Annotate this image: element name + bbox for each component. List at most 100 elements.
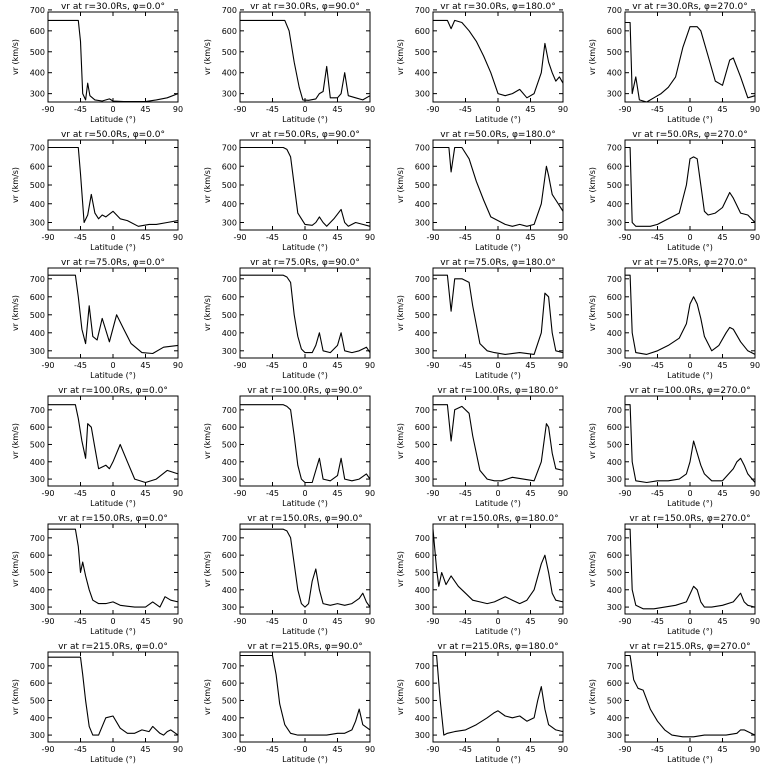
x-tick-label: 90: [365, 105, 375, 114]
y-tick-label: 300: [222, 90, 237, 99]
y-axis-label: vr (km/s): [588, 39, 597, 75]
y-tick-label: 700: [222, 144, 237, 153]
y-tick-label: 300: [607, 219, 622, 228]
x-tick-label: 45: [717, 617, 727, 626]
y-tick-label: 400: [415, 69, 430, 78]
y-tick-label: 500: [222, 48, 237, 57]
x-tick-label: -90: [618, 105, 631, 114]
subplot-15: vr at r=100.0Rs, φ=180.0° -90 -45 0 45 90 300 4…: [396, 386, 568, 508]
x-tick-label: 0: [302, 617, 307, 626]
subplot-22: vr at r=215.0Rs, φ=90.0° -90 -45 0 45 90 300 40…: [203, 642, 375, 764]
y-tick-label: 700: [30, 662, 45, 671]
y-axis-label: vr (km/s): [396, 295, 405, 331]
subplot-21: vr at r=215.0Rs, φ=0.0° -90 -45 0 45 90 300 400…: [11, 642, 183, 764]
x-tick-label: -90: [41, 489, 54, 498]
plot-frame: [624, 267, 756, 359]
y-tick-label: 300: [222, 475, 237, 484]
x-tick-label: 90: [750, 233, 760, 242]
y-tick-label: 300: [415, 731, 430, 740]
y-tick-label: 400: [607, 714, 622, 723]
y-tick-label: 400: [30, 458, 45, 467]
plot-frame: [239, 11, 371, 103]
y-tick-label: 300: [30, 219, 45, 228]
subplot-title: vr at r=100.0Rs, φ=270.0°: [629, 386, 750, 396]
subplot-title: vr at r=30.0Rs, φ=90.0°: [250, 2, 360, 12]
x-axis-label: Latitude (°): [667, 755, 713, 764]
subplot-title: vr at r=50.0Rs, φ=180.0°: [440, 130, 555, 140]
x-tick-label: -45: [266, 745, 279, 754]
y-axis-label: vr (km/s): [588, 167, 597, 203]
x-tick-label: 45: [717, 105, 727, 114]
y-tick-label: 700: [222, 534, 237, 543]
subplot-11: vr at r=75.0Rs, φ=180.0° -90 -45 0 45 90 300 40…: [396, 258, 568, 380]
y-axis-label: vr (km/s): [588, 295, 597, 331]
y-tick-label: 500: [222, 311, 237, 320]
subplot-18: vr at r=150.0Rs, φ=90.0° -90 -45 0 45 90 300 40…: [203, 514, 375, 636]
x-tick-label: 0: [687, 361, 692, 370]
x-tick-label: -90: [426, 745, 439, 754]
y-tick-label: 500: [607, 568, 622, 577]
x-tick-label: -45: [651, 361, 664, 370]
y-tick-label: 300: [607, 90, 622, 99]
y-tick-label: 600: [222, 679, 237, 688]
y-tick-label: 500: [415, 311, 430, 320]
x-tick-label: 90: [558, 233, 568, 242]
x-tick-label: 45: [717, 233, 727, 242]
y-tick-label: 600: [607, 423, 622, 432]
x-tick-label: 0: [110, 745, 115, 754]
subplot-17: vr at r=150.0Rs, φ=0.0° -90 -45 0 45 90 300 400…: [11, 514, 183, 636]
y-axis-label: vr (km/s): [203, 295, 212, 331]
series-line: [48, 404, 179, 484]
y-tick-label: 500: [222, 440, 237, 449]
x-tick-label: -45: [459, 489, 472, 498]
x-tick-label: 0: [302, 361, 307, 370]
y-axis-label: vr (km/s): [203, 551, 212, 587]
x-tick-label: 0: [302, 233, 307, 242]
y-axis-label: vr (km/s): [11, 39, 20, 75]
x-axis-label: Latitude (°): [667, 499, 713, 508]
y-tick-label: 400: [415, 329, 430, 338]
subplot-title: vr at r=150.0Rs, φ=270.0°: [629, 514, 750, 524]
plot-frame: [47, 139, 179, 231]
x-tick-label: 0: [687, 489, 692, 498]
x-tick-label: 0: [302, 745, 307, 754]
x-tick-label: -90: [41, 361, 54, 370]
plot-frame: [432, 395, 564, 487]
x-tick-label: -45: [74, 489, 87, 498]
x-tick-label: 45: [332, 105, 342, 114]
y-tick-label: 700: [222, 406, 237, 415]
y-axis-label: vr (km/s): [11, 679, 20, 715]
x-tick-label: 0: [495, 233, 500, 242]
y-tick-label: 600: [222, 423, 237, 432]
subplot-7: vr at r=50.0Rs, φ=180.0° -90 -45 0 45 90 300 40…: [396, 130, 568, 252]
y-axis-label: vr (km/s): [203, 39, 212, 75]
x-tick-label: -90: [618, 361, 631, 370]
y-tick-label: 600: [415, 551, 430, 560]
subplot-title: vr at r=100.0Rs, φ=90.0°: [247, 386, 362, 396]
subplot-title: vr at r=100.0Rs, φ=180.0°: [437, 386, 558, 396]
y-tick-label: 700: [222, 6, 237, 15]
x-tick-label: -45: [459, 105, 472, 114]
y-tick-label: 500: [222, 696, 237, 705]
y-axis-label: vr (km/s): [588, 423, 597, 459]
x-tick-label: 0: [110, 489, 115, 498]
x-tick-label: 45: [525, 105, 535, 114]
subplot-13: vr at r=100.0Rs, φ=0.0° -90 -45 0 45 90 300 400…: [11, 386, 183, 508]
x-tick-label: 0: [110, 617, 115, 626]
x-tick-label: 90: [365, 233, 375, 242]
y-tick-label: 400: [30, 586, 45, 595]
x-tick-label: 45: [140, 361, 150, 370]
y-tick-label: 600: [30, 162, 45, 171]
y-tick-label: 300: [222, 603, 237, 612]
x-tick-label: 45: [140, 233, 150, 242]
y-tick-label: 300: [222, 219, 237, 228]
subplot-9: vr at r=75.0Rs, φ=0.0° -90 -45 0 45 90 300 400 5…: [11, 258, 183, 380]
series-line: [433, 654, 564, 736]
x-tick-label: -45: [651, 617, 664, 626]
x-axis-label: Latitude (°): [90, 627, 136, 636]
x-tick-label: 45: [525, 233, 535, 242]
y-tick-label: 600: [222, 293, 237, 302]
subplot-1: vr at r=30.0Rs, φ=0.0° -90 -45 0 45 90 300 400 5…: [11, 2, 183, 124]
series-line: [240, 274, 371, 354]
